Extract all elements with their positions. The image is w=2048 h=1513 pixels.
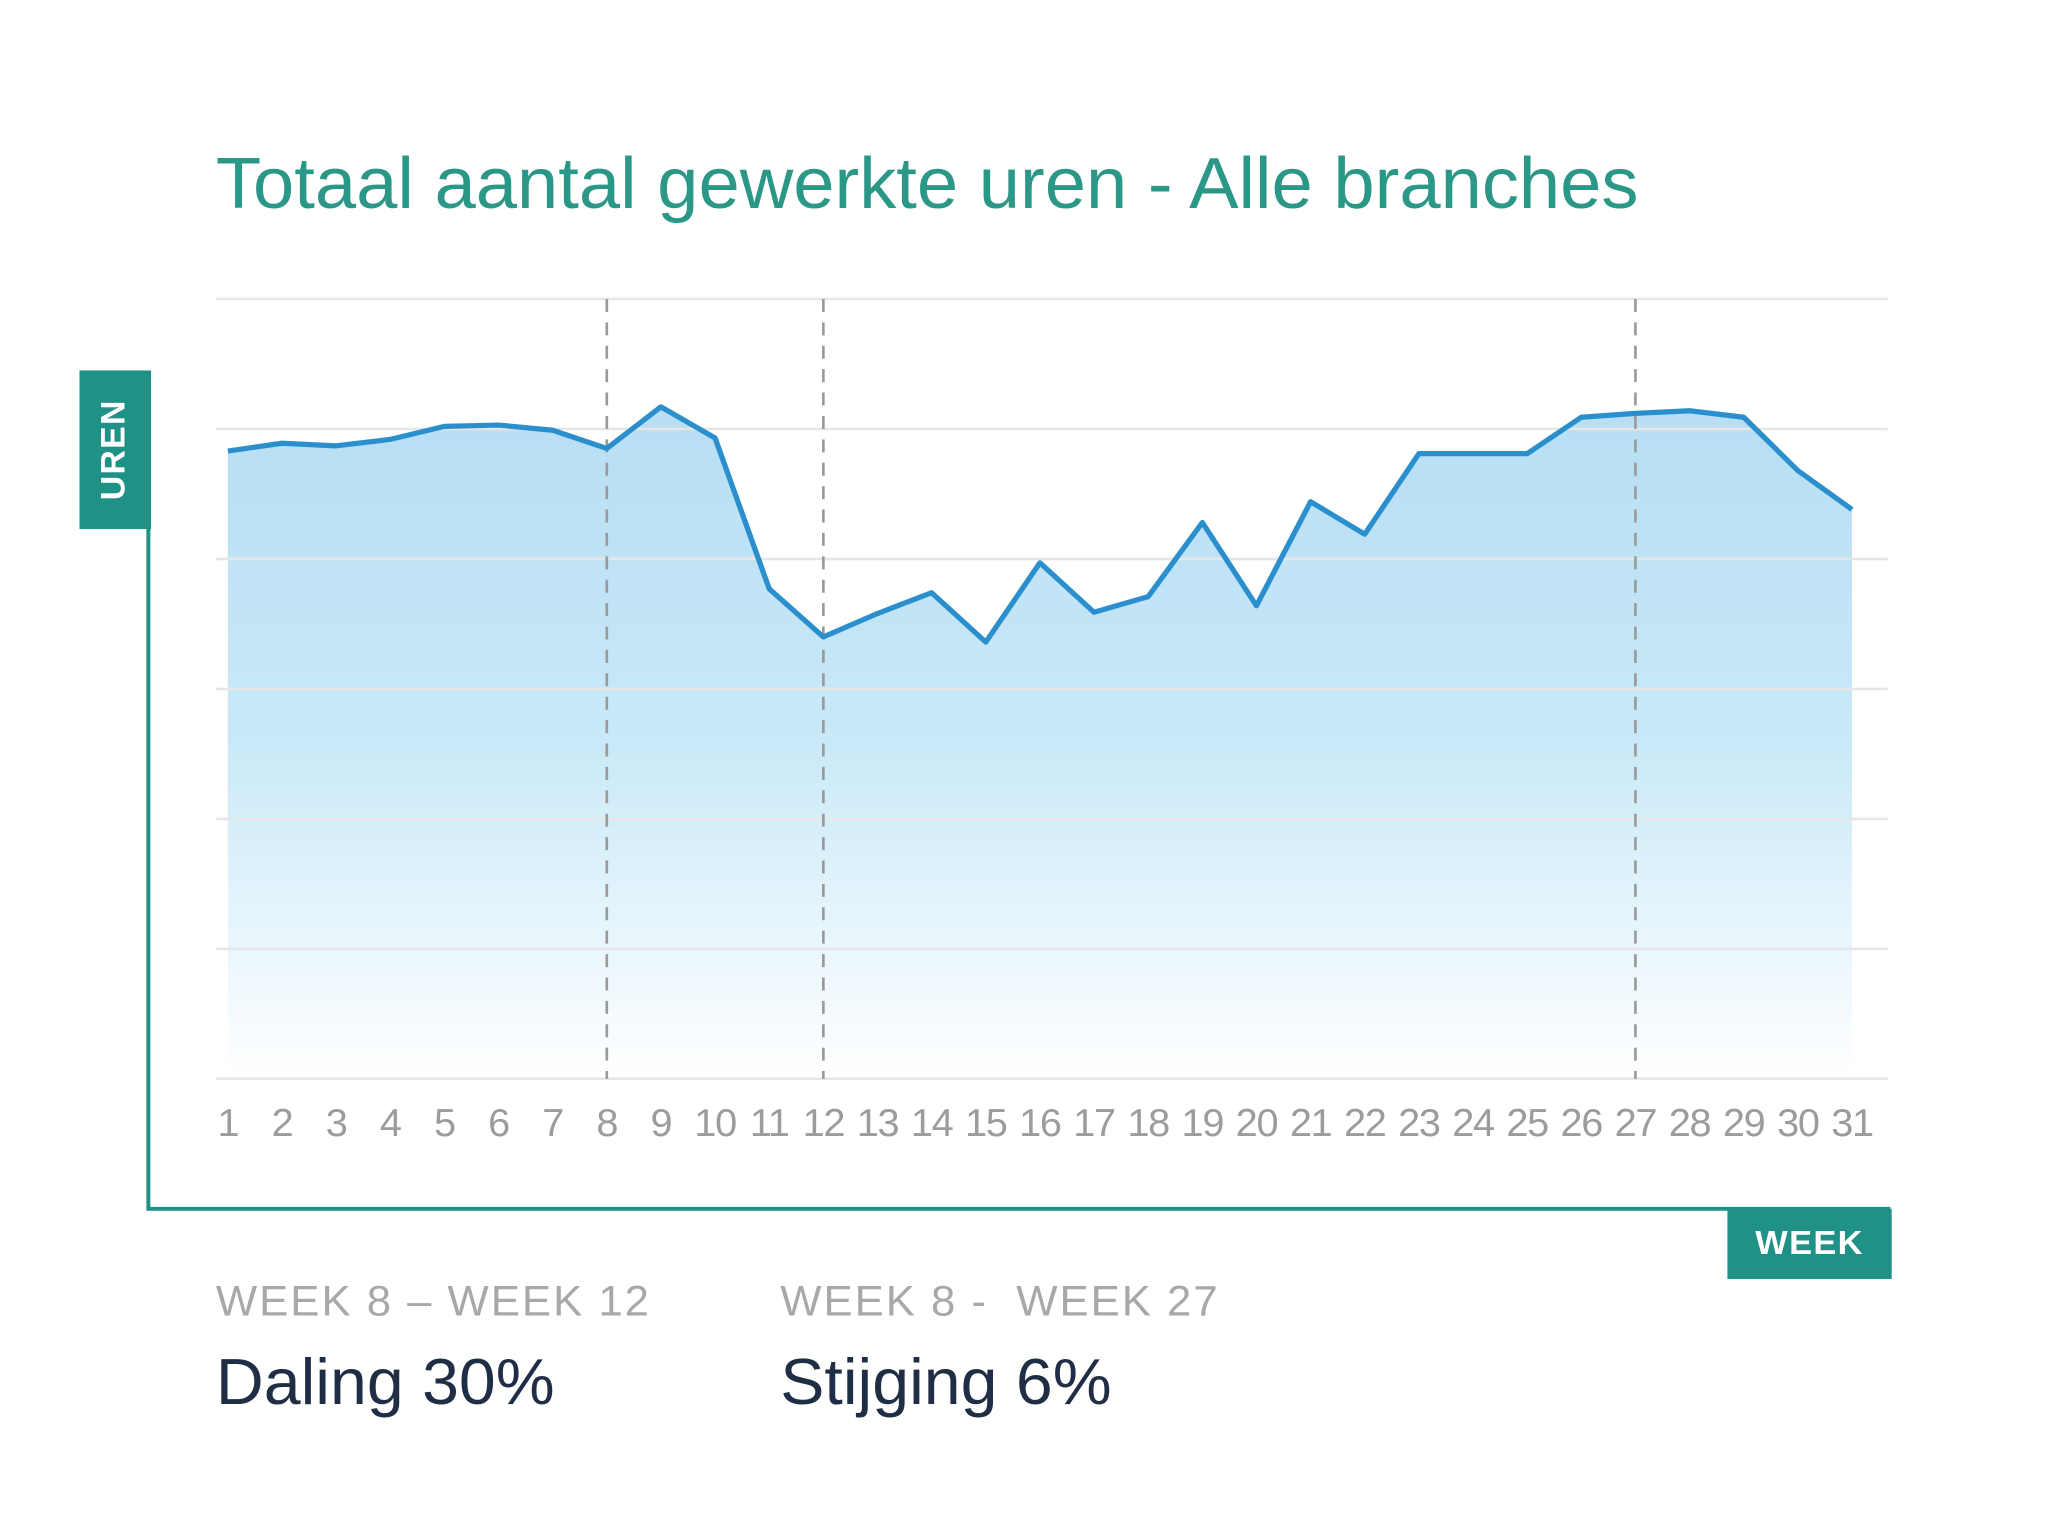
x-axis-label: WEEK	[1755, 1224, 1864, 1262]
annotations: WEEK 8 – WEEK 12 Daling 30% WEEK 8 - WEEK …	[216, 1278, 1219, 1418]
x-tick-label: 25	[1506, 1101, 1548, 1145]
x-tick-label: 29	[1723, 1101, 1765, 1145]
x-tick-label: 2	[272, 1101, 293, 1145]
x-tick-label: 26	[1561, 1101, 1603, 1145]
y-axis-label: UREN	[94, 399, 132, 500]
x-tick-label: 14	[911, 1101, 953, 1145]
x-tick-label: 15	[965, 1101, 1007, 1145]
x-tick-label: 5	[434, 1101, 455, 1145]
annotation-period: WEEK 8 – WEEK 12	[216, 1278, 651, 1326]
y-axis-badge	[79, 370, 152, 530]
x-tick-label: 8	[596, 1101, 617, 1145]
plot-area: 1 2 3 4 5 6 7 8 9 10 11 12 13 14 15 16 17 18 19 20 21 22 23 24 2…	[215, 297, 1888, 1145]
chart-title: Totaal aantal gewerkte uren - Alle branc…	[216, 142, 1639, 224]
x-axis-badge	[1727, 1208, 1892, 1280]
x-tick-label: 13	[857, 1101, 899, 1145]
x-tick-label: 9	[651, 1101, 672, 1145]
x-tick-label: 27	[1615, 1101, 1657, 1145]
x-tick-label: 10	[694, 1101, 736, 1145]
axis-line	[146, 529, 1891, 1211]
x-tick-label: 12	[803, 1101, 845, 1145]
x-tick-label: 7	[542, 1101, 563, 1145]
x-tick-label: 19	[1182, 1101, 1224, 1145]
annotation-text: Daling 30%	[216, 1345, 555, 1417]
x-tick-label: 16	[1019, 1101, 1061, 1145]
annotation-period: WEEK 8 - WEEK 27	[780, 1278, 1219, 1326]
x-tick-label: 3	[326, 1101, 347, 1145]
x-tick-label: 11	[750, 1101, 789, 1145]
x-tick-label: 22	[1344, 1101, 1386, 1145]
x-tick-label: 1	[217, 1101, 238, 1145]
x-tick-label: 31	[1831, 1101, 1873, 1145]
x-tick-label: 20	[1236, 1101, 1278, 1145]
x-tick-label: 18	[1127, 1101, 1169, 1145]
x-tick-label: 21	[1290, 1101, 1332, 1145]
annotation-text: Stijging 6%	[780, 1345, 1111, 1417]
x-tick-label: 30	[1777, 1101, 1819, 1145]
x-tick-label: 17	[1073, 1101, 1115, 1145]
x-tick-label: 6	[488, 1101, 509, 1145]
data-line	[227, 404, 1854, 645]
x-tick-label: 4	[380, 1101, 401, 1145]
x-tick-label: 28	[1669, 1101, 1711, 1145]
x-tick-label: 23	[1398, 1101, 1440, 1145]
area-fill	[227, 406, 1852, 1079]
x-tick-label: 24	[1452, 1101, 1494, 1145]
